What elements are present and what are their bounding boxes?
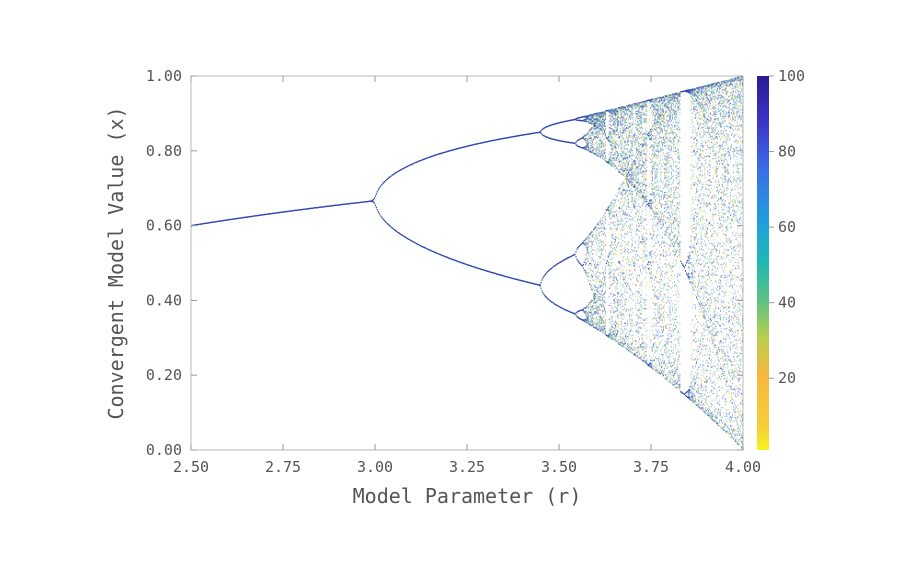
y-tick-label: 1.00 (146, 67, 182, 85)
y-tick-label: 0.20 (146, 366, 182, 384)
y-tick-label: 0.00 (146, 441, 182, 459)
y-axis: 0.00 0.20 0.40 0.60 0.80 1.00 (146, 67, 743, 459)
x-tick-label: 3.00 (357, 458, 393, 476)
colorbar (757, 76, 769, 450)
x-tick-label: 3.25 (449, 458, 485, 476)
colorbar-tick-label: 80 (778, 143, 796, 161)
colorbar-ticks: 20 40 60 80 100 (769, 67, 805, 387)
y-tick-label: 0.40 (146, 291, 182, 309)
x-axis-label: Model Parameter (r) (353, 484, 582, 508)
x-tick-label: 3.50 (541, 458, 577, 476)
y-tick-label: 0.60 (146, 217, 182, 235)
y-axis-label: Convergent Model Value (x) (104, 106, 128, 419)
x-axis: 2.50 2.75 3.00 3.25 3.50 3.75 4.00 (173, 76, 761, 476)
x-tick-label: 4.00 (725, 458, 761, 476)
colorbar-tick-label: 20 (778, 369, 796, 387)
colorbar-tick-label: 100 (778, 67, 805, 85)
colorbar-tick-label: 60 (778, 218, 796, 236)
x-tick-label: 3.75 (633, 458, 669, 476)
y-tick-label: 0.80 (146, 142, 182, 160)
x-tick-label: 2.75 (265, 458, 301, 476)
colorbar-tick-label: 40 (778, 294, 796, 312)
x-tick-label: 2.50 (173, 458, 209, 476)
